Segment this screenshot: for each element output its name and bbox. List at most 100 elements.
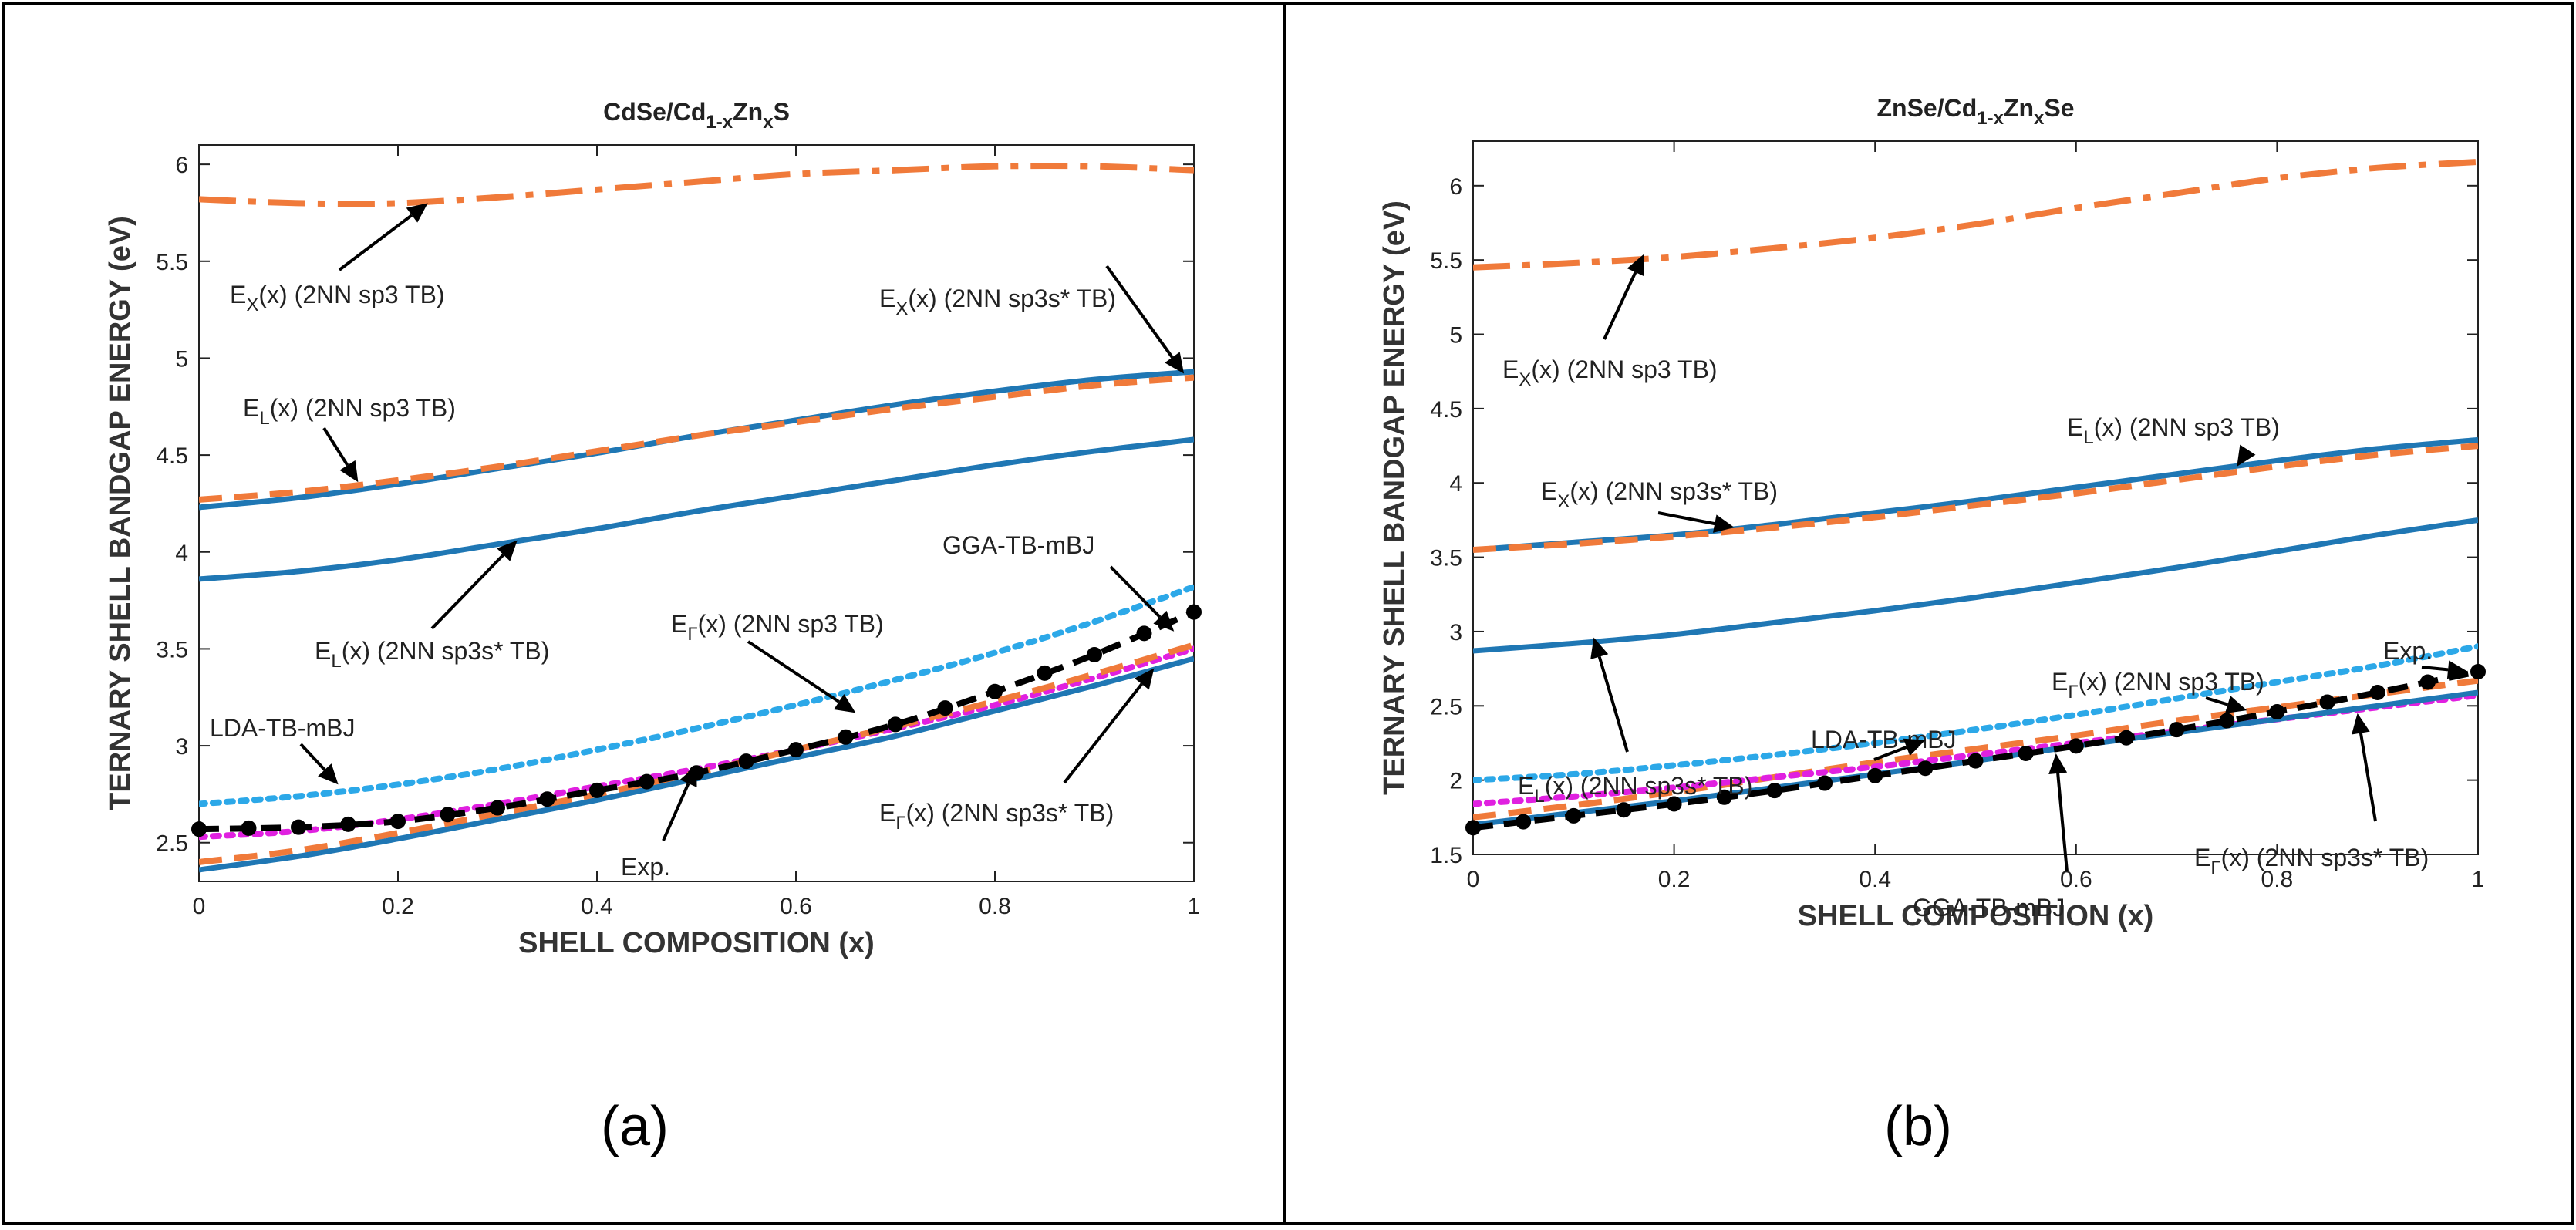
exp-marker <box>241 820 257 836</box>
exp-marker <box>589 782 605 798</box>
annotation-arrow <box>662 783 690 841</box>
y-axis-label: TERNARY SHELL BANDGAP ENERGY (eV) <box>104 216 137 810</box>
exp-marker <box>2369 684 2385 700</box>
y-tick-label: 6 <box>1449 174 1462 200</box>
series-line <box>199 584 1194 807</box>
annotation-arrow <box>338 214 413 271</box>
exp-marker <box>1136 625 1152 642</box>
y-tick-label: 3 <box>1449 620 1462 645</box>
series-line <box>1473 643 2478 783</box>
exp-marker <box>1817 775 1833 791</box>
annotation-arrow <box>299 743 326 771</box>
annotation-arrowhead <box>834 693 856 713</box>
exp-marker <box>2118 730 2134 746</box>
y-tick-label: 4.5 <box>1430 397 1462 423</box>
exp-marker <box>1766 783 1782 799</box>
annotation-arrowhead <box>339 460 359 483</box>
exp-marker <box>888 716 903 733</box>
exp-marker <box>1516 814 1532 830</box>
annotation-arrowhead <box>2224 696 2247 714</box>
x-axis-label: SHELL COMPOSITION (x) <box>1798 900 2154 932</box>
annotation-arrowhead <box>2048 753 2068 774</box>
exp-marker <box>1967 753 1984 769</box>
exp-marker <box>1616 802 1632 818</box>
y-axis-label: TERNARY SHELL BANDGAP ENERGY (eV) <box>1378 201 1411 795</box>
annotation-label: EX(x) (2NN sp3 TB) <box>1502 356 1718 390</box>
exp-marker <box>191 821 207 837</box>
y-tick-label: 3.5 <box>156 637 188 662</box>
y-tick-label: 3.5 <box>1430 546 1462 571</box>
annotation-arrow <box>1105 265 1174 359</box>
annotation-label: GGA-TB-mBJ <box>942 531 1094 559</box>
exp-marker <box>490 800 505 816</box>
annotation-arrowhead <box>2352 713 2370 735</box>
x-tick-label: 1 <box>2472 867 2485 892</box>
chart-title: ZnSe/Cd1-xZnxSe <box>1876 94 2074 129</box>
annotation-arrow <box>2056 773 2069 872</box>
exp-marker <box>738 753 754 770</box>
exp-marker <box>291 819 306 835</box>
y-tick-label: 5 <box>175 346 188 372</box>
x-axis-label: SHELL COMPOSITION (x) <box>518 927 875 959</box>
annotation-label: EΓ(x) (2NN sp3s* TB) <box>879 799 1114 834</box>
annotation-arrow <box>1063 682 1143 784</box>
x-tick-label: 0.4 <box>581 894 613 919</box>
chart-title: CdSe/Cd1-xZnxS <box>603 98 790 133</box>
exp-marker <box>1186 604 1202 620</box>
annotation-arrowhead <box>1712 514 1735 533</box>
exp-marker <box>838 729 854 745</box>
chart-a: 0 0.2 0.4 0.6 0.8 1 2.5 3 3.5 4 4.5 5 5.5 6 SHELL COMP… <box>104 98 1202 959</box>
exp-marker <box>987 683 1003 699</box>
annotation-arrow <box>2205 696 2228 706</box>
annotation-label: LDA-TB-mBJ <box>1811 726 1956 753</box>
exp-marker <box>1917 760 1934 777</box>
series-line <box>199 436 1194 582</box>
series-line <box>1473 677 2478 821</box>
series-line <box>199 163 1194 207</box>
y-tick-label: 2.5 <box>156 831 188 857</box>
annotation-label: EL(x) (2NN sp3 TB) <box>2067 413 2280 448</box>
annotation-arrowhead <box>2446 660 2468 679</box>
annotation-arrowhead <box>1134 668 1155 690</box>
annotation-label: EL(x) (2NN sp3s* TB) <box>315 637 549 672</box>
x-tick-label: 0.6 <box>780 894 812 919</box>
y-tick-label: 4.5 <box>156 443 188 469</box>
y-tick-label: 5 <box>1449 323 1462 349</box>
annotation-arrow <box>2421 666 2449 672</box>
series-line <box>1473 517 2478 654</box>
x-tick-label: 0.2 <box>1658 867 1691 892</box>
exp-marker <box>390 814 406 830</box>
annotation-label: EL(x) (2NN sp3s* TB) <box>1518 772 1752 807</box>
annotation-label: EΓ(x) (2NN sp3s* TB) <box>2194 844 2429 878</box>
annotation-arrowhead <box>679 765 697 787</box>
y-tick-label: 5.5 <box>1430 248 1462 274</box>
annotation-arrowhead <box>1153 610 1175 632</box>
y-tick-label: 6 <box>175 153 188 178</box>
exp-marker <box>937 700 953 716</box>
annotation-arrowhead <box>1627 254 1644 277</box>
annotation-arrow <box>1603 271 1637 340</box>
exp-marker <box>1037 665 1053 681</box>
chart-b: 0 0.2 0.4 0.6 0.8 1 1.5 2 2.5 3 3.5 4 4.5 5 5.5 6 SHELL … <box>1378 94 2486 932</box>
x-tick-label: 0.2 <box>382 894 414 919</box>
annotation-arrowhead <box>1903 738 1926 757</box>
annotation-label: LDA-TB-mBJ <box>210 714 355 742</box>
exp-marker <box>2068 738 2084 754</box>
exp-marker <box>1867 767 1883 783</box>
annotation-label: EX(x) (2NN sp3s* TB) <box>1541 477 1778 512</box>
exp-marker <box>1566 807 1582 824</box>
annotation-arrow <box>322 426 349 467</box>
x-tick-label: 0 <box>193 894 206 919</box>
exp-marker <box>1716 789 1732 805</box>
exp-marker <box>2470 663 2486 679</box>
annotation-arrowhead <box>2237 444 2256 467</box>
annotation-arrowhead <box>318 763 339 785</box>
exp-marker <box>539 791 555 807</box>
exp-marker <box>2269 704 2285 719</box>
annotation-arrow <box>430 553 505 630</box>
y-tick-label: 2.5 <box>1430 694 1462 719</box>
exp-marker <box>639 773 655 790</box>
x-tick-label: 0.6 <box>2060 867 2092 892</box>
